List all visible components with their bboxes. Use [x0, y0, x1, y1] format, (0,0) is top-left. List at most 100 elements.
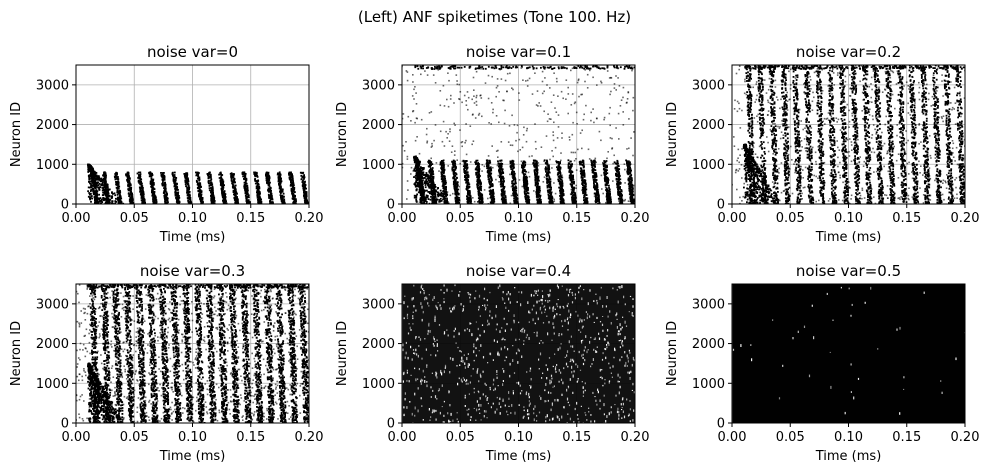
spike-point	[467, 193, 469, 195]
spike-point	[465, 178, 468, 181]
spike-point	[489, 183, 491, 185]
spike-raster	[402, 65, 635, 204]
spike-point	[97, 201, 100, 204]
spike-point	[142, 199, 145, 201]
spike-point	[291, 177, 294, 180]
spike-point	[444, 178, 446, 180]
spike-point	[465, 172, 467, 174]
spike-point	[437, 194, 440, 197]
spike-point	[139, 183, 142, 186]
spike-point	[432, 191, 434, 194]
spike-point	[302, 187, 305, 190]
spike-point	[431, 167, 434, 169]
spike-point	[499, 159, 501, 162]
spike-point	[175, 197, 178, 200]
spike-point	[119, 200, 122, 203]
spike-point	[118, 198, 120, 201]
spike-point	[151, 185, 154, 188]
spike-point	[464, 160, 466, 162]
spike-point	[500, 173, 503, 175]
spike-point	[95, 172, 98, 174]
spike-point	[415, 198, 418, 201]
spike-point	[187, 177, 189, 180]
spike-point	[466, 200, 469, 203]
spike-point	[267, 184, 270, 187]
spike-point	[455, 182, 457, 185]
spike-point	[100, 178, 102, 181]
spike-point	[420, 179, 423, 182]
spike-point	[161, 173, 164, 176]
spike-point	[128, 179, 131, 182]
spike-point	[186, 173, 189, 176]
spike-point	[93, 179, 96, 182]
spike-point	[557, 169, 560, 172]
spike-point	[546, 162, 549, 165]
spike-point	[188, 187, 191, 189]
spike-point	[527, 200, 530, 203]
spike-point	[524, 197, 527, 200]
spike-point	[478, 190, 480, 193]
spike-point	[455, 173, 457, 175]
spike-point	[549, 180, 552, 183]
spike-point	[218, 173, 220, 176]
spike-point	[512, 173, 515, 176]
spike-point	[115, 171, 118, 174]
spike-point	[233, 180, 236, 183]
spike-point	[152, 178, 155, 181]
spike-point	[95, 185, 97, 188]
spike-point	[466, 180, 469, 182]
spike-point	[220, 174, 223, 177]
spike-point	[546, 178, 548, 181]
spike-point	[442, 187, 445, 190]
spike-point	[96, 184, 98, 187]
spike-point	[501, 163, 504, 165]
spike-point	[469, 197, 472, 200]
spike-point	[429, 167, 432, 170]
spike-point	[188, 196, 191, 199]
spike-point	[488, 175, 491, 178]
spike-point	[114, 176, 116, 178]
spike-point	[488, 162, 490, 164]
spike-point	[210, 178, 213, 181]
spike-point	[103, 190, 106, 192]
spike-point	[210, 194, 213, 197]
spike-point	[95, 175, 98, 178]
spike-point	[221, 188, 224, 191]
spike-point	[418, 168, 421, 171]
spike-point	[451, 161, 454, 164]
spike-point	[500, 176, 503, 179]
spike-point	[536, 185, 538, 188]
spike-point	[419, 180, 421, 183]
spike-point	[422, 194, 425, 197]
spike-point	[561, 188, 563, 190]
spike-point	[142, 193, 145, 196]
spike-point	[521, 166, 523, 168]
spike-point	[434, 196, 437, 198]
spike-point	[258, 186, 260, 189]
spike-point	[527, 198, 529, 201]
spike-point	[523, 191, 526, 194]
spike-point	[492, 188, 494, 191]
spike-point	[522, 164, 525, 167]
spike-point	[500, 175, 503, 178]
spike-point	[509, 162, 512, 165]
spike-point	[188, 202, 191, 204]
spike-point	[545, 170, 547, 173]
spike-point	[253, 172, 256, 175]
spike-point	[208, 175, 210, 178]
spike-point	[258, 202, 261, 204]
spike-point	[96, 199, 98, 201]
spike-point	[413, 168, 416, 171]
spike-point	[164, 182, 166, 185]
spike-point	[415, 163, 418, 166]
spike-point	[550, 191, 553, 194]
spike-point	[436, 198, 439, 201]
spike-point	[91, 178, 93, 181]
spike-point	[196, 171, 199, 174]
spike-point	[233, 177, 236, 180]
spike-point	[488, 167, 491, 170]
spike-point	[103, 183, 106, 185]
spike-point	[188, 194, 191, 197]
